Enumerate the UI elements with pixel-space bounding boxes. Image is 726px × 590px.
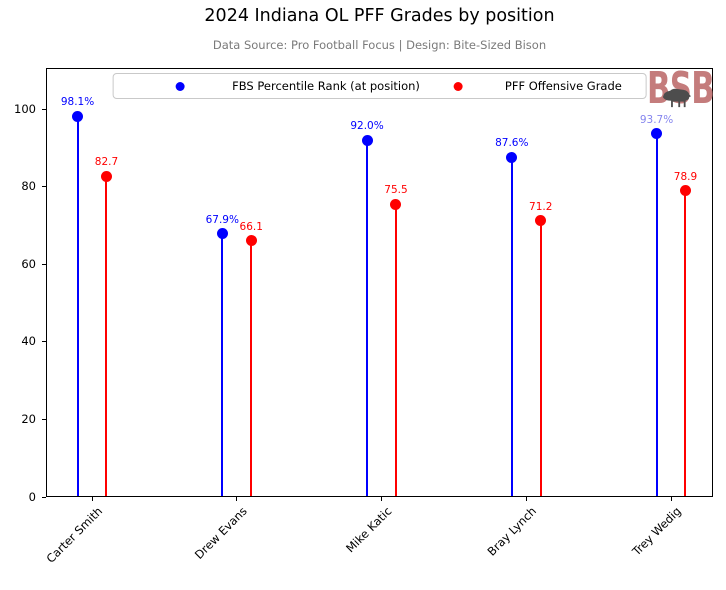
stem — [684, 190, 687, 496]
data-point-dot — [535, 215, 547, 227]
y-tick-label: 40 — [21, 334, 36, 349]
legend-label-percentile: FBS Percentile Rank (at position) — [232, 79, 420, 93]
stem — [394, 204, 397, 496]
x-tick — [670, 497, 672, 501]
y-tick — [42, 341, 46, 343]
legend-marker-red-icon — [453, 81, 463, 91]
x-tick — [381, 497, 382, 501]
x-tick-label: Drew Evans — [191, 504, 250, 562]
data-point-dot — [216, 228, 228, 240]
value-label: 71.2 — [529, 200, 553, 213]
y-tick-label: 80 — [21, 179, 36, 194]
plot-area: FBS Percentile Rank (at position) PFF Of… — [46, 68, 713, 497]
legend-marker-blue-icon — [175, 81, 185, 91]
data-point-dot — [72, 110, 84, 122]
value-label: 87.6% — [495, 137, 529, 150]
value-label: 75.5 — [384, 184, 408, 197]
value-label: 78.9 — [673, 170, 698, 183]
value-label: 98.1% — [60, 96, 95, 109]
y-tick-label: 20 — [21, 411, 36, 426]
x-tick — [525, 497, 527, 501]
chart-title: 2024 Indiana OL PFF Grades by position — [204, 6, 555, 26]
data-point-dot — [100, 170, 112, 182]
value-label: 66.1 — [239, 220, 263, 233]
watermark: BSB — [647, 63, 719, 128]
x-tick-label: Bray Lynch — [484, 504, 540, 559]
data-point-dot — [679, 185, 691, 197]
x-tick-label: Carter Smith — [43, 504, 105, 566]
stem — [221, 233, 224, 496]
legend-item-grade: PFF Offensive Grade — [420, 79, 646, 93]
data-point-dot — [361, 134, 373, 146]
bison-icon — [662, 88, 691, 108]
y-tick — [42, 108, 46, 110]
value-label: 67.9% — [205, 213, 239, 226]
data-point-dot — [651, 128, 663, 140]
chart-subtitle: Data Source: Pro Football Focus | Design… — [212, 38, 547, 52]
stem — [105, 176, 108, 496]
data-point-dot — [245, 235, 257, 247]
stem — [366, 140, 369, 496]
stem — [76, 116, 79, 496]
y-tick-label: 60 — [21, 256, 36, 271]
legend: FBS Percentile Rank (at position) PFF Of… — [112, 73, 647, 99]
y-tick-label: 0 — [28, 489, 36, 504]
x-tick — [91, 497, 93, 501]
legend-item-percentile: FBS Percentile Rank (at position) — [113, 79, 420, 93]
y-tick — [42, 418, 46, 420]
stem — [539, 220, 542, 496]
x-tick-label: Trey Wedig — [629, 504, 684, 559]
x-tick — [236, 497, 238, 501]
value-label: 82.7 — [94, 156, 119, 169]
y-tick — [42, 263, 46, 265]
x-tick-label: Mike Katic — [343, 504, 395, 556]
y-tick-label: 100 — [14, 101, 36, 116]
stem — [655, 133, 658, 496]
legend-label-grade: PFF Offensive Grade — [504, 79, 622, 93]
stem — [250, 240, 253, 496]
data-point-dot — [390, 198, 402, 210]
data-point-dot — [506, 151, 518, 163]
stem — [510, 157, 513, 496]
y-tick — [42, 496, 46, 498]
y-tick — [42, 186, 46, 188]
value-label: 92.0% — [350, 120, 384, 133]
value-label: 93.7% — [639, 113, 674, 126]
watermark-text: BSB — [647, 63, 715, 114]
